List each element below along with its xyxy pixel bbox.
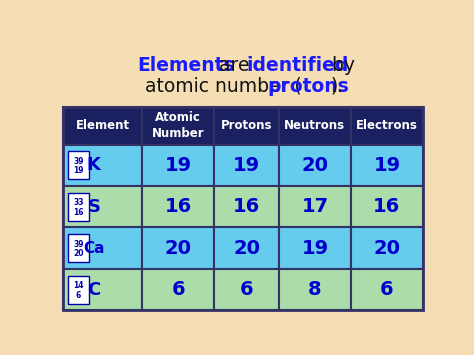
Text: 6: 6 [380,280,394,299]
Bar [142,269,214,311]
Text: 6: 6 [240,280,253,299]
Text: 39: 39 [73,240,83,248]
Text: 20: 20 [301,156,328,175]
Text: Atomic
Number: Atomic Number [152,111,204,140]
Bar [63,107,423,311]
Text: Ca: Ca [83,241,105,256]
Bar [279,186,351,228]
Bar [214,107,279,144]
Text: Neutrons: Neutrons [284,119,346,132]
Text: 19: 19 [233,156,260,175]
Text: are: are [213,56,256,75]
Bar [63,144,142,186]
Text: Electrons: Electrons [356,119,418,132]
Text: 14: 14 [73,281,83,290]
Bar [279,144,351,186]
Bar [63,269,142,311]
Text: 19: 19 [73,166,83,175]
Bar [279,228,351,269]
Text: 8: 8 [308,280,322,299]
Bar [63,186,142,228]
Text: 16: 16 [233,197,260,216]
Text: 19: 19 [301,239,328,258]
Text: 33: 33 [73,198,83,207]
Text: C: C [87,281,100,299]
Text: 6: 6 [76,291,81,300]
Bar [68,275,89,304]
Text: 17: 17 [301,197,328,216]
Bar [63,228,142,269]
Bar [63,107,142,144]
Bar [142,228,214,269]
Bar [214,228,279,269]
Bar [351,269,423,311]
Text: Elements: Elements [138,56,236,75]
Text: S: S [87,198,100,216]
Bar [351,107,423,144]
Text: atomic number (: atomic number ( [146,77,302,96]
Bar [142,144,214,186]
Bar [279,107,351,144]
Text: 39: 39 [73,157,83,165]
Text: Element: Element [75,119,129,132]
Bar [214,186,279,228]
Bar [351,186,423,228]
Bar [214,144,279,186]
Text: protons: protons [267,77,349,96]
Text: 20: 20 [73,249,83,258]
Text: 20: 20 [374,239,401,258]
Text: by: by [326,56,355,75]
Bar [351,228,423,269]
Bar [214,269,279,311]
Bar [351,144,423,186]
Text: K: K [87,156,100,174]
Text: ).: ). [330,77,343,96]
Bar [279,269,351,311]
Text: 19: 19 [374,156,401,175]
Text: Protons: Protons [221,119,272,132]
Text: 6: 6 [171,280,185,299]
Text: 16: 16 [73,208,83,217]
Bar [142,186,214,228]
Text: 16: 16 [374,197,401,216]
Bar [68,151,89,179]
Bar [68,234,89,262]
Text: 20: 20 [233,239,260,258]
Text: identified: identified [246,56,349,75]
Text: 16: 16 [164,197,192,216]
Text: 19: 19 [164,156,191,175]
Bar [142,107,214,144]
Bar [68,193,89,221]
Text: 20: 20 [164,239,191,258]
